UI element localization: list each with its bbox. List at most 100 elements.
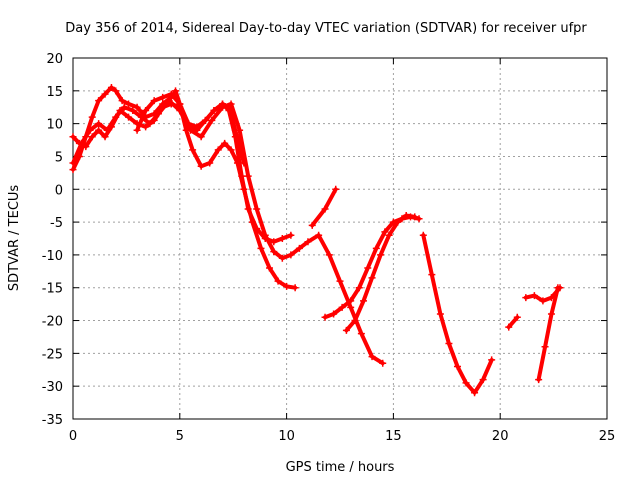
data-point: [214, 146, 222, 154]
series-line: [71, 98, 385, 366]
data-point: [133, 126, 141, 134]
series-line: [310, 187, 338, 228]
data-point: [411, 213, 419, 221]
data-point: [167, 100, 175, 108]
data-point: [274, 277, 282, 285]
data-point: [69, 166, 77, 174]
data-point: [479, 376, 487, 384]
data-point: [75, 139, 83, 147]
data-point: [219, 100, 227, 108]
data-point: [330, 310, 338, 318]
data-point: [377, 251, 385, 259]
data-point: [129, 107, 137, 115]
data-point: [488, 356, 496, 364]
data-point: [159, 93, 167, 101]
data-point: [95, 126, 103, 134]
data-point: [513, 313, 521, 321]
data-point: [142, 107, 150, 115]
axis-ticks: 0 5 10 15 20 25 20 15 10 5 0 -5 -10 -15 -20 -25 -30 -35: [42, 52, 616, 444]
series-track-5: [308, 185, 340, 229]
data-point: [338, 303, 346, 311]
data-point: [172, 87, 180, 95]
data-point: [88, 113, 96, 121]
y-tick-label: 20: [46, 52, 63, 67]
series-line: [506, 315, 520, 330]
data-point: [283, 282, 291, 290]
data-point: [101, 133, 109, 141]
data-point: [336, 277, 344, 285]
data-point: [227, 146, 235, 154]
data-point: [368, 274, 376, 282]
data-point: [193, 123, 201, 131]
x-tick-label: 0: [69, 429, 77, 444]
x-tick-label: 10: [278, 429, 295, 444]
data-point: [295, 244, 303, 252]
series-track-7: [342, 212, 419, 334]
data-point: [522, 294, 530, 302]
data-series: [69, 84, 564, 397]
data-point: [505, 323, 513, 331]
data-point: [206, 159, 214, 167]
x-tick-label: 5: [176, 429, 184, 444]
series-track-6: [321, 213, 423, 321]
series-line: [536, 285, 560, 382]
data-point: [453, 362, 461, 370]
data-point: [184, 120, 192, 128]
series-track-9: [505, 313, 521, 331]
data-point: [240, 159, 248, 167]
data-point: [150, 97, 158, 105]
data-point: [332, 185, 340, 193]
series-track-11: [535, 284, 562, 384]
data-point: [244, 205, 252, 213]
data-point: [208, 116, 216, 124]
data-point: [436, 310, 444, 318]
data-point: [118, 97, 126, 105]
x-axis-label: GPS time / hours: [286, 460, 395, 475]
series-track-8: [419, 231, 496, 397]
y-tick-label: -15: [42, 282, 63, 297]
data-point: [201, 116, 209, 124]
data-point: [142, 123, 150, 131]
data-point: [167, 90, 175, 98]
data-point: [351, 317, 359, 325]
data-point: [445, 340, 453, 348]
data-point: [385, 231, 393, 239]
data-point: [381, 228, 389, 236]
data-point: [471, 389, 479, 397]
y-tick-label: 5: [55, 150, 63, 165]
data-point: [69, 159, 77, 167]
data-point: [95, 97, 103, 105]
data-point: [321, 205, 329, 213]
y-axis-label: SDTVAR / TECUs: [7, 185, 22, 292]
data-point: [291, 284, 299, 292]
data-point: [394, 218, 402, 226]
data-point: [419, 231, 427, 239]
data-point: [231, 126, 239, 134]
data-point: [379, 359, 387, 367]
grid: [73, 58, 607, 419]
data-point: [86, 126, 94, 134]
data-point: [95, 120, 103, 128]
data-point: [554, 284, 562, 292]
data-point: [107, 123, 115, 131]
data-point: [415, 215, 423, 223]
data-point: [133, 103, 141, 111]
data-point: [287, 251, 295, 259]
x-tick-label: 15: [385, 429, 402, 444]
data-point: [402, 212, 410, 220]
data-point: [244, 172, 252, 180]
data-point: [221, 139, 229, 147]
x-tick-label: 20: [492, 429, 509, 444]
data-point: [368, 353, 376, 361]
data-point: [225, 103, 233, 111]
data-point: [186, 126, 194, 134]
data-point: [278, 235, 286, 242]
y-tick-label: 10: [46, 118, 63, 133]
data-point: [210, 107, 218, 115]
data-point: [372, 244, 380, 252]
data-point: [125, 113, 133, 121]
y-tick-label: -30: [42, 380, 63, 395]
data-point: [347, 297, 355, 305]
series-line: [71, 101, 293, 244]
